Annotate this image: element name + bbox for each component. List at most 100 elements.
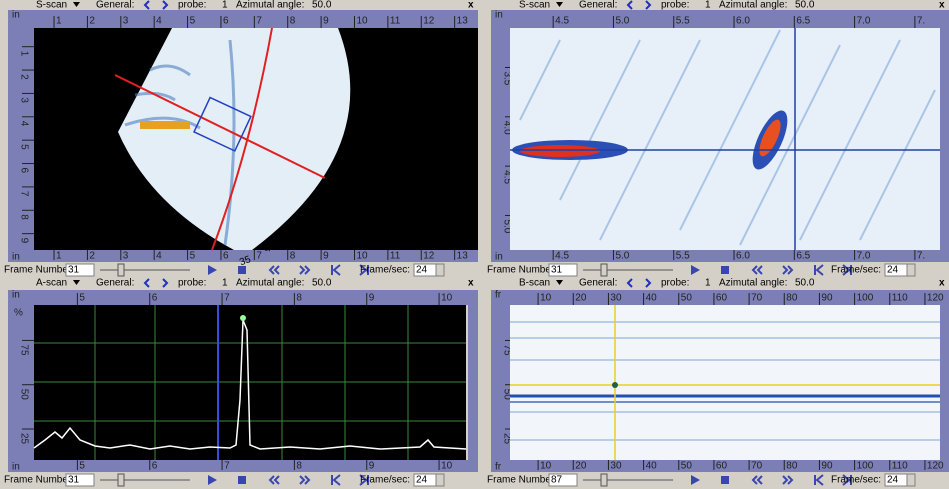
ruler-label: 2: [89, 251, 95, 262]
spin-button[interactable]: [907, 474, 915, 486]
bscan-bg: [510, 305, 940, 460]
probe-label: probe:: [178, 278, 206, 289]
ruler-unit: in: [495, 252, 503, 263]
close-button[interactable]: x: [939, 0, 945, 11]
ruler-label: 10: [540, 293, 552, 304]
ruler-label: 5: [18, 144, 29, 150]
view-mode[interactable]: A-scan: [36, 278, 67, 289]
top-ruler: [8, 10, 478, 28]
fps-value: 24: [416, 475, 428, 486]
ruler-label: 2: [89, 16, 95, 27]
ruler-label: 60: [716, 461, 728, 472]
peak: [240, 315, 246, 321]
stop-button[interactable]: [721, 476, 729, 484]
ruler-unit: fr: [495, 462, 502, 473]
ruler-label: 80: [786, 293, 798, 304]
ruler-label: 4.5: [555, 251, 569, 262]
ruler-label: 4: [156, 251, 162, 262]
panel-header: [483, 0, 949, 10]
angle-label: Azimutal angle:: [236, 0, 304, 11]
fps-value: 24: [887, 265, 899, 276]
ruler-label: 1: [18, 51, 29, 57]
ruler-label: 25: [18, 433, 29, 445]
ruler-label: 8: [290, 16, 296, 27]
ruler-label: 5.5: [676, 16, 690, 27]
ruler-label: 6: [18, 168, 29, 174]
ruler-label: 5.0: [615, 16, 629, 27]
ruler-label: 70: [751, 293, 763, 304]
ruler-label: 7: [256, 251, 262, 262]
ruler-label: 10: [441, 293, 453, 304]
spin-button[interactable]: [436, 474, 444, 486]
ruler-label: 70: [751, 461, 763, 472]
frame-label: Frame Number:: [487, 475, 557, 486]
ruler-unit: fr: [495, 290, 502, 301]
angle-value: 50.0: [795, 0, 815, 11]
ruler-label: 60: [716, 293, 728, 304]
stop-button[interactable]: [238, 476, 246, 484]
fps-value: 24: [887, 475, 899, 486]
ruler-label: 6.0: [736, 16, 750, 27]
ruler-label: 13: [457, 16, 469, 27]
fps-label: Frame/sec:: [360, 265, 410, 276]
ruler-label: 12: [423, 251, 435, 262]
ruler-label: 5: [79, 461, 85, 472]
ruler-label: 1: [56, 251, 62, 262]
ruler-label: 5: [79, 293, 85, 304]
view-mode[interactable]: S-scan: [519, 0, 550, 11]
ruler-label: 110: [892, 293, 908, 304]
slider-thumb[interactable]: [601, 264, 607, 276]
ruler-label: 5.0: [615, 251, 629, 262]
angle-label: Azimutal angle:: [719, 278, 787, 289]
ruler-label: 7.: [917, 251, 925, 262]
ruler-label: 75: [18, 344, 29, 356]
ruler-label: 11: [390, 251, 401, 262]
slider-thumb[interactable]: [118, 474, 124, 486]
panel-header: [483, 278, 949, 288]
probe-label: probe:: [178, 0, 206, 11]
probe-value: 1: [705, 278, 711, 289]
ruler-label: 8: [296, 293, 302, 304]
probe-label: probe:: [661, 278, 689, 289]
ruler-label: 120: [927, 293, 944, 304]
app: S-scan General: probe: 1 Azimutal angle: 50.0…: [0, 0, 949, 489]
close-button[interactable]: x: [468, 0, 474, 11]
ruler-label: 50: [681, 293, 693, 304]
fps-label: Frame/sec:: [831, 475, 881, 486]
view-mode[interactable]: B-scan: [519, 278, 550, 289]
ruler-label: 100: [857, 293, 874, 304]
ruler-label: 7: [18, 191, 29, 197]
view-mode[interactable]: S-scan: [36, 0, 67, 11]
close-button[interactable]: x: [939, 278, 945, 289]
ruler-label: 40: [646, 461, 658, 472]
ruler-label: 30: [610, 293, 622, 304]
right-strip: [939, 305, 949, 460]
ruler-label: 5.5: [676, 251, 690, 262]
slider-thumb[interactable]: [118, 264, 124, 276]
ruler-label: 6: [152, 461, 158, 472]
ruler-label: 9: [369, 461, 375, 472]
ruler-unit: in: [495, 10, 503, 21]
ruler-label: 9: [323, 16, 329, 27]
ruler-label: 7: [256, 16, 262, 27]
spin-button[interactable]: [907, 264, 915, 276]
ruler-label: 40: [646, 293, 658, 304]
spin-button[interactable]: [436, 264, 444, 276]
angle-value: 50.0: [312, 0, 332, 11]
slider-thumb[interactable]: [601, 474, 607, 486]
ruler-unit: in: [12, 252, 20, 263]
angle-label: Azimutal angle:: [719, 0, 787, 11]
stop-button[interactable]: [721, 266, 729, 274]
ruler-label: 10: [441, 461, 453, 472]
ruler-label: 6: [223, 16, 229, 27]
ruler-label: 9: [323, 251, 329, 262]
close-button[interactable]: x: [468, 278, 474, 289]
ruler-label: 5: [190, 251, 196, 262]
ruler-label: 6: [152, 293, 158, 304]
ruler-unit: in: [12, 10, 20, 21]
fps-label: Frame/sec:: [831, 265, 881, 276]
general-label: General:: [579, 0, 617, 11]
ruler-label: 5: [190, 16, 196, 27]
probe-value: 1: [222, 0, 228, 11]
ruler-label: 110: [892, 461, 908, 472]
